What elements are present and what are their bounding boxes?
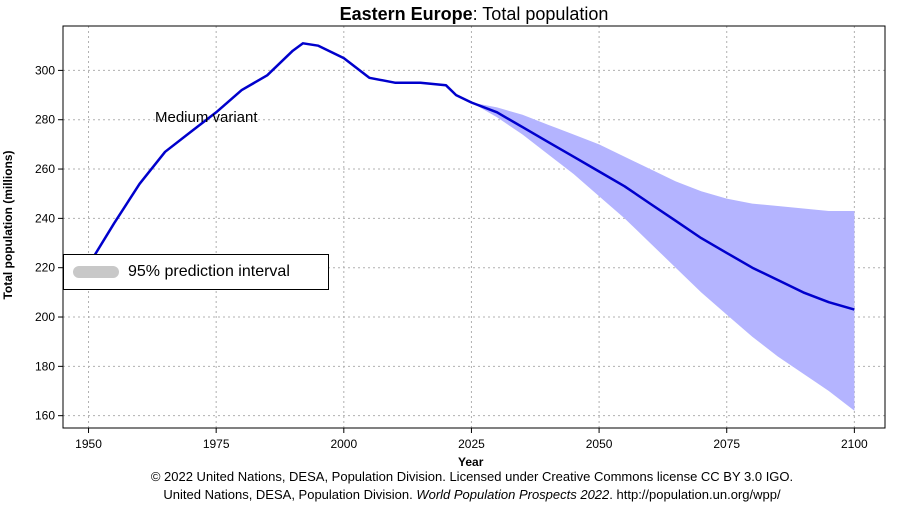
footer-citation-suffix: . http://population.un.org/wpp/ <box>609 487 781 502</box>
prediction-interval-band <box>471 102 855 411</box>
x-tick-label: 2100 <box>841 437 868 451</box>
x-tick-label: 2025 <box>458 437 485 451</box>
chart-title: Eastern Europe: Total population <box>0 4 900 25</box>
footer-citation-prefix: United Nations, DESA, Population Divisio… <box>163 487 417 502</box>
y-tick-label: 280 <box>35 113 55 127</box>
y-tick-label: 240 <box>35 211 55 225</box>
legend: 95% prediction interval <box>63 254 329 290</box>
footer-copyright: © 2022 United Nations, DESA, Population … <box>150 469 794 484</box>
chart-title-region: Eastern Europe <box>339 4 473 24</box>
y-tick-label: 300 <box>35 63 55 77</box>
tick-layer: 1950 1975 2000 2025 2050 2075 2100 160 180 200 220… <box>35 63 868 451</box>
x-tick-label: 1950 <box>75 437 102 451</box>
x-tick-label: 2050 <box>586 437 613 451</box>
y-axis-label: Total population (millions) <box>1 150 15 300</box>
y-tick-label: 260 <box>35 162 55 176</box>
x-tick-label: 1975 <box>203 437 230 451</box>
x-tick-label: 2075 <box>713 437 740 451</box>
plot-frame <box>62 25 886 429</box>
y-tick-label: 160 <box>35 409 55 423</box>
y-tick-label: 220 <box>35 261 55 275</box>
y-tick-label: 180 <box>35 359 55 373</box>
chart-title-rest: : Total population <box>472 4 609 24</box>
x-tick-label: 2000 <box>330 437 357 451</box>
legend-swatch <box>73 266 119 278</box>
medium-variant-line <box>87 42 855 311</box>
legend-label: 95% prediction interval <box>128 263 290 280</box>
medium-variant-annotation: Medium variant <box>155 109 258 126</box>
footer-citation-title: World Population Prospects 2022 <box>416 487 610 502</box>
x-axis-label: Year <box>458 455 484 469</box>
series-line-layer <box>87 42 855 311</box>
prediction-band-layer <box>471 102 855 411</box>
y-tick-label: 200 <box>35 310 55 324</box>
footer-citation: United Nations, DESA, Population Divisio… <box>0 487 900 502</box>
